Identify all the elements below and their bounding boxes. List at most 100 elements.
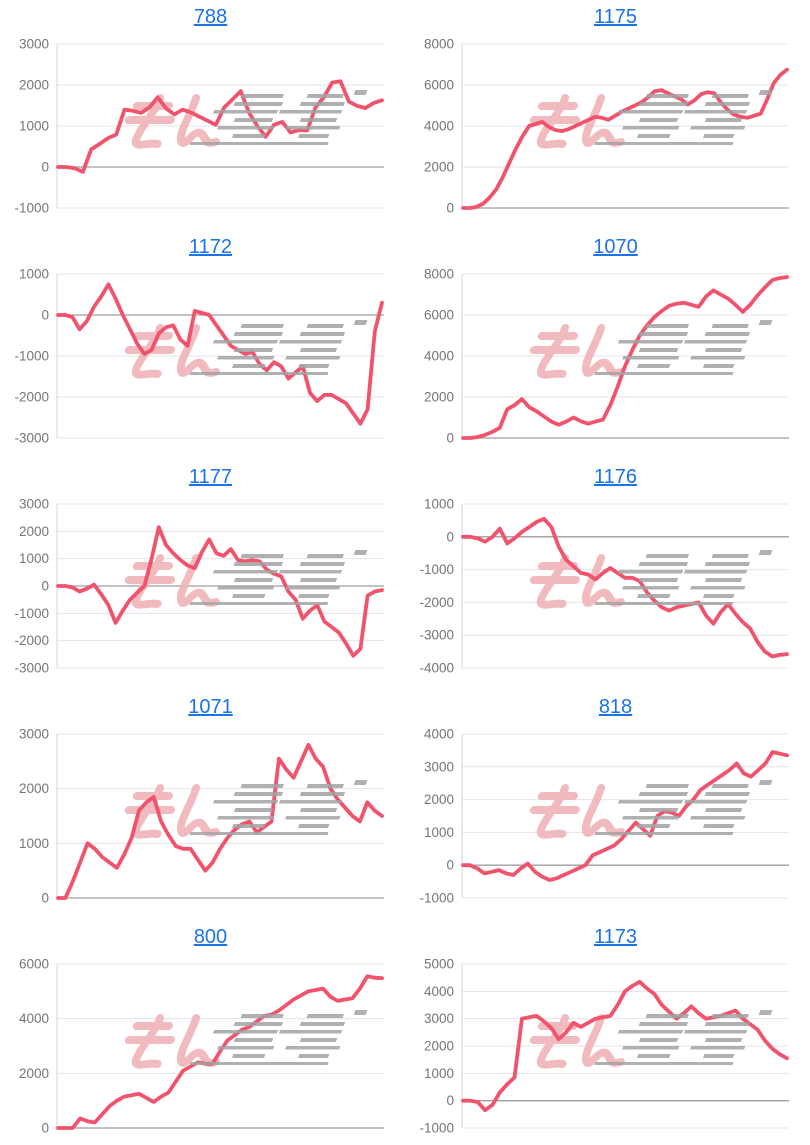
minrepo-watermark-pink-icon (529, 784, 625, 839)
y-tick-label: -1000 (419, 1121, 454, 1136)
series-line (56, 525, 384, 658)
y-tick-label: 1000 (424, 1066, 454, 1081)
y-tick-label: -4000 (419, 661, 454, 676)
y-tick-label: 8000 (424, 267, 454, 282)
series-line (461, 67, 789, 210)
y-tick-label: 6000 (424, 308, 454, 323)
minrepo-watermark-pink-icon (529, 94, 625, 149)
chart-plot: 8000 6000 4000 2000 0 (424, 267, 789, 446)
y-tick-label: 1000 (19, 551, 49, 566)
chart-title: 1071 (0, 696, 405, 719)
chart-link[interactable]: 800 (193, 926, 228, 948)
minrepo-watermark-gray-icon (594, 320, 773, 375)
chart-link[interactable]: 1070 (593, 236, 638, 258)
y-tick-label: 0 (41, 308, 49, 323)
chart-title: 1176 (405, 466, 810, 489)
chart-cell: 1175 8000 6000 4000 2000 0 (405, 0, 810, 230)
y-tick-label: 0 (446, 529, 454, 544)
series-line (56, 282, 384, 426)
chart-cell: 1176 1000 0 -1000 -2000 -3000 -4000 (405, 460, 810, 690)
chart-cell: 1070 8000 6000 4000 2000 0 (405, 230, 810, 460)
y-tick-label: 1000 (424, 825, 454, 840)
y-tick-label: -1000 (14, 606, 49, 621)
minrepo-watermark-gray-icon (594, 90, 773, 145)
y-tick-label: 2000 (424, 160, 454, 175)
chart-plot: 8000 6000 4000 2000 0 (424, 37, 789, 216)
chart-link[interactable]: 1172 (188, 236, 232, 258)
y-tick-label: 3000 (424, 759, 454, 774)
y-tick-label: -1000 (419, 891, 454, 906)
y-tick-label: 0 (446, 1093, 454, 1108)
y-tick-label: 0 (41, 160, 49, 175)
y-tick-label: -3000 (14, 661, 49, 676)
chart-plot: 3000 2000 1000 0 -1000 (14, 37, 384, 216)
y-tick-label: 1000 (424, 497, 454, 512)
minrepo-watermark-gray-icon (189, 780, 368, 835)
chart-plot: 1000 0 -1000 -2000 -3000 -4000 (419, 497, 789, 676)
y-tick-label: 3000 (19, 727, 49, 742)
y-tick-label: 0 (41, 1121, 49, 1136)
y-tick-label: 4000 (19, 1011, 49, 1026)
y-tick-label: 2000 (424, 1039, 454, 1054)
chart-title: 1172 (0, 236, 405, 259)
y-tick-label: 6000 (424, 78, 454, 93)
series-line (461, 979, 789, 1113)
chart-link[interactable]: 1071 (188, 696, 233, 718)
y-tick-label: -1000 (14, 349, 49, 364)
chart-title: 1173 (405, 926, 810, 949)
chart-title: 1177 (0, 466, 405, 489)
y-tick-label: -1000 (419, 562, 454, 577)
y-tick-label: 6000 (19, 957, 49, 972)
y-tick-label: 2000 (19, 78, 49, 93)
y-tick-label: 8000 (424, 37, 454, 52)
chart-cell: 788 3000 2000 1000 0 -1000 (0, 0, 405, 230)
y-tick-label: 2000 (19, 524, 49, 539)
y-tick-label: 3000 (19, 497, 49, 512)
series-line (461, 275, 789, 440)
minrepo-watermark-gray-icon (189, 1010, 368, 1065)
y-tick-label: 0 (446, 431, 454, 446)
y-tick-label: 4000 (424, 119, 454, 134)
series-line (56, 743, 384, 900)
series-line (461, 516, 789, 659)
y-tick-label: -2000 (14, 390, 49, 405)
y-tick-label: 2000 (424, 792, 454, 807)
chart-plot: 5000 4000 3000 2000 1000 0 -1000 (419, 957, 789, 1136)
minrepo-watermark-pink-icon (529, 324, 625, 379)
y-tick-label: 0 (41, 579, 49, 594)
y-tick-label: 1000 (19, 836, 49, 851)
minrepo-watermark-pink-icon (124, 324, 220, 379)
minrepo-watermark-gray-icon (594, 780, 773, 835)
chart-link[interactable]: 1173 (593, 926, 637, 948)
chart-title: 1175 (405, 6, 810, 29)
chart-link[interactable]: 818 (598, 696, 633, 718)
y-tick-label: 3000 (19, 37, 49, 52)
y-tick-label: 2000 (424, 390, 454, 405)
y-tick-label: -1000 (14, 201, 49, 216)
minrepo-watermark-gray-icon (189, 550, 368, 605)
minrepo-watermark-gray-icon (594, 1010, 773, 1065)
chart-link[interactable]: 1175 (593, 6, 637, 28)
chart-link[interactable]: 1177 (188, 466, 232, 488)
chart-cell: 1173 5000 4000 3000 2000 1000 0 -1000 (405, 920, 810, 1145)
y-tick-label: 0 (446, 201, 454, 216)
y-tick-label: 5000 (424, 957, 454, 972)
y-tick-label: 0 (446, 858, 454, 873)
minrepo-watermark-pink-icon (124, 554, 220, 609)
chart-plot: 3000 2000 1000 0 (19, 727, 384, 906)
chart-link[interactable]: 1176 (593, 466, 637, 488)
y-tick-label: -2000 (14, 633, 49, 648)
y-tick-label: 1000 (19, 119, 49, 134)
y-tick-label: 0 (41, 891, 49, 906)
chart-cell: 1172 1000 0 -1000 -2000 -3000 (0, 230, 405, 460)
chart-link[interactable]: 788 (193, 6, 228, 28)
series-line (56, 79, 384, 174)
chart-plot: 6000 4000 2000 0 (19, 957, 384, 1136)
minrepo-watermark-pink-icon (529, 554, 625, 609)
minrepo-watermark-gray-icon (594, 550, 773, 605)
y-tick-label: 4000 (424, 984, 454, 999)
minrepo-watermark-pink-icon (124, 1014, 220, 1069)
chart-title: 1070 (405, 236, 810, 259)
y-tick-label: 4000 (424, 349, 454, 364)
